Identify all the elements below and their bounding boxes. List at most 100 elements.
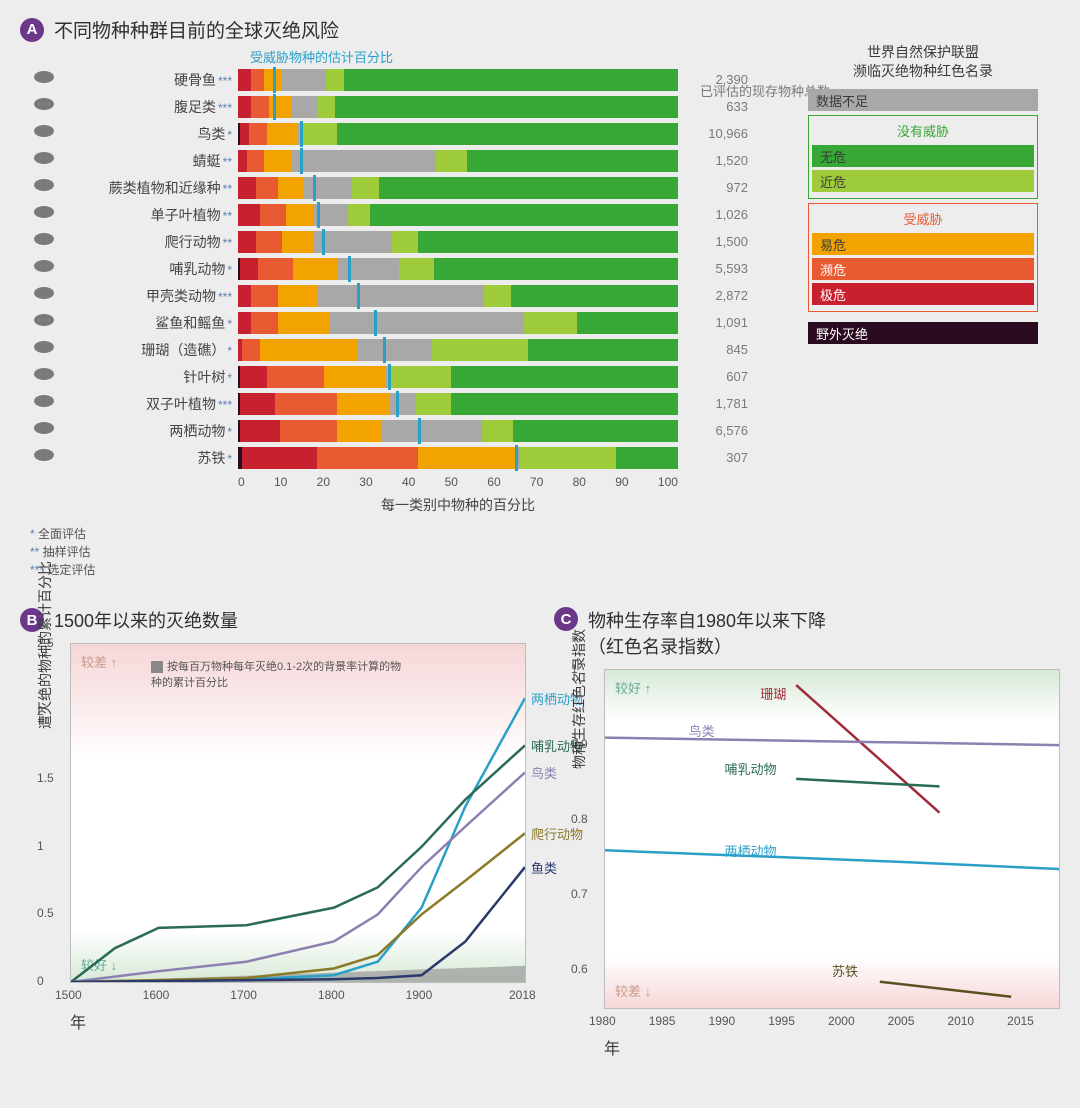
panel-a: A 不同物种种群目前的全球灭绝风险 受威胁物种的估计百分比 已评估的现存物种总数… bbox=[20, 16, 1060, 579]
bar-seg-dd bbox=[282, 69, 326, 91]
bar-track bbox=[238, 447, 678, 469]
bar-label: 两栖动物* bbox=[68, 421, 238, 441]
bar-row: 蜻蜓** 1,520 bbox=[20, 147, 780, 174]
bar-total: 10,966 bbox=[678, 126, 748, 141]
bar-label: 鲨鱼和鳐鱼* bbox=[68, 313, 238, 333]
threat-marker bbox=[300, 121, 303, 147]
bar-seg-vu bbox=[418, 447, 515, 469]
bar-track bbox=[238, 96, 678, 118]
bar-seg-lc bbox=[379, 177, 678, 199]
bar-seg-lc bbox=[467, 150, 678, 172]
bar-seg-lc bbox=[370, 204, 678, 226]
taxon-icon bbox=[20, 95, 68, 118]
bar-seg-dd bbox=[381, 420, 482, 442]
bar-seg-vu bbox=[293, 258, 337, 280]
panel-b: B 1500年以来的灭绝数量 较差 ↑较好 ↓按每百万物种每年灭绝0.1-2次的… bbox=[20, 607, 526, 1059]
taxon-icon bbox=[20, 419, 68, 442]
panel-b-xlabel: 年 bbox=[70, 1009, 526, 1033]
threat-marker bbox=[273, 94, 276, 120]
series-line bbox=[796, 779, 939, 787]
bar-label: 硬骨鱼*** bbox=[68, 70, 238, 90]
bar-seg-dd bbox=[357, 339, 432, 361]
legend-header: 世界自然保护联盟濒临灭绝物种红色名录 bbox=[808, 43, 1038, 81]
bar-row: 苏铁* 307 bbox=[20, 444, 780, 471]
panel-c: C 物种生存率自1980年以来下降 （红色名录指数） 较好 ↑较差 ↓0.60.… bbox=[554, 607, 1060, 1059]
taxon-icon bbox=[20, 338, 68, 361]
bar-label: 蜻蜓** bbox=[68, 151, 238, 171]
bar-seg-lc bbox=[434, 258, 678, 280]
series-label: 鱼类 bbox=[531, 858, 557, 877]
threat-marker bbox=[418, 418, 421, 444]
bar-total: 633 bbox=[678, 99, 748, 114]
panel-b-title-row: B 1500年以来的灭绝数量 bbox=[20, 607, 526, 633]
bar-seg-cr bbox=[238, 312, 251, 334]
bar-seg-dd bbox=[330, 312, 524, 334]
bar-seg-en bbox=[267, 366, 324, 388]
bar-seg-vu bbox=[278, 312, 331, 334]
bar-seg-cr bbox=[240, 393, 275, 415]
bar-track bbox=[238, 285, 678, 307]
bar-seg-en bbox=[280, 420, 337, 442]
legend-no-threat-box: 没有威胁无危近危 bbox=[808, 115, 1038, 199]
bar-seg-dd bbox=[304, 177, 352, 199]
bar-seg-dd bbox=[291, 96, 317, 118]
panel-a-legend: 世界自然保护联盟濒临灭绝物种红色名录数据不足没有威胁无危近危受威胁易危濒危极危野… bbox=[808, 43, 1038, 347]
bar-total: 607 bbox=[678, 369, 748, 384]
bar-seg-dd bbox=[317, 285, 484, 307]
bar-seg-lc bbox=[451, 366, 678, 388]
bar-seg-nt bbox=[399, 258, 434, 280]
bar-seg-lc bbox=[577, 312, 678, 334]
bar-seg-vu bbox=[286, 204, 312, 226]
y-axis-label: 物种生存红色名录指数 bbox=[569, 629, 589, 769]
panel-a-x-axis: 0102030405060708090100 bbox=[238, 475, 678, 489]
bar-seg-en bbox=[275, 393, 337, 415]
bar-track bbox=[238, 123, 678, 145]
bar-total: 1,520 bbox=[678, 153, 748, 168]
threat-marker bbox=[322, 229, 325, 255]
bar-seg-cr bbox=[238, 96, 251, 118]
bar-seg-nt bbox=[326, 69, 344, 91]
threat-marker bbox=[313, 175, 316, 201]
taxon-icon bbox=[20, 311, 68, 334]
bar-seg-cr bbox=[240, 420, 280, 442]
bar-seg-nt bbox=[392, 231, 418, 253]
panel-c-xlabel: 年 bbox=[604, 1035, 1060, 1059]
bar-row: 双子叶植物***1,781 bbox=[20, 390, 780, 417]
panel-a-title-row: A 不同物种种群目前的全球灭绝风险 bbox=[20, 16, 1060, 43]
bar-track bbox=[238, 69, 678, 91]
bar-row: 鲨鱼和鳐鱼*1,091 bbox=[20, 309, 780, 336]
panel-a-footnotes: * 全面评估** 抽样评估*** 选定评估 bbox=[30, 525, 780, 579]
bar-label: 爬行动物** bbox=[68, 232, 238, 252]
bar-seg-vu bbox=[337, 420, 381, 442]
bar-total: 1,781 bbox=[678, 396, 748, 411]
bar-total: 307 bbox=[678, 450, 748, 465]
bar-label: 苏铁* bbox=[68, 448, 238, 468]
bar-total: 845 bbox=[678, 342, 748, 357]
bar-total: 1,500 bbox=[678, 234, 748, 249]
taxon-icon bbox=[20, 68, 68, 91]
bar-row: 两栖动物*6,576 bbox=[20, 417, 780, 444]
panel-a-title: 不同物种种群目前的全球灭绝风险 bbox=[54, 16, 339, 43]
bar-seg-lc bbox=[418, 231, 678, 253]
threat-marker bbox=[300, 148, 303, 174]
series-label: 爬行动物 bbox=[531, 824, 583, 843]
series-line bbox=[880, 982, 1011, 997]
bar-seg-cr bbox=[242, 447, 317, 469]
bar-seg-en bbox=[251, 285, 277, 307]
bar-seg-nt bbox=[436, 150, 467, 172]
bar-track bbox=[238, 366, 678, 388]
bar-seg-vu bbox=[278, 177, 304, 199]
series-line bbox=[605, 850, 1059, 869]
panel-b-plot: 较差 ↑较好 ↓按每百万物种每年灭绝0.1-2次的背景率计算的物种的累计百分比0… bbox=[70, 643, 526, 983]
threat-marker bbox=[374, 310, 377, 336]
panel-a-x-title: 每一类别中物种的百分比 bbox=[238, 495, 678, 515]
bar-track bbox=[238, 231, 678, 253]
bar-seg-lc bbox=[337, 123, 678, 145]
panel-c-title-row: C 物种生存率自1980年以来下降 （红色名录指数） bbox=[554, 607, 1060, 659]
bar-seg-en bbox=[251, 69, 264, 91]
bar-label: 哺乳动物* bbox=[68, 259, 238, 279]
bar-seg-vu bbox=[324, 366, 386, 388]
bar-seg-cr bbox=[238, 204, 260, 226]
bar-seg-vu bbox=[264, 150, 290, 172]
bar-seg-vu bbox=[267, 123, 298, 145]
